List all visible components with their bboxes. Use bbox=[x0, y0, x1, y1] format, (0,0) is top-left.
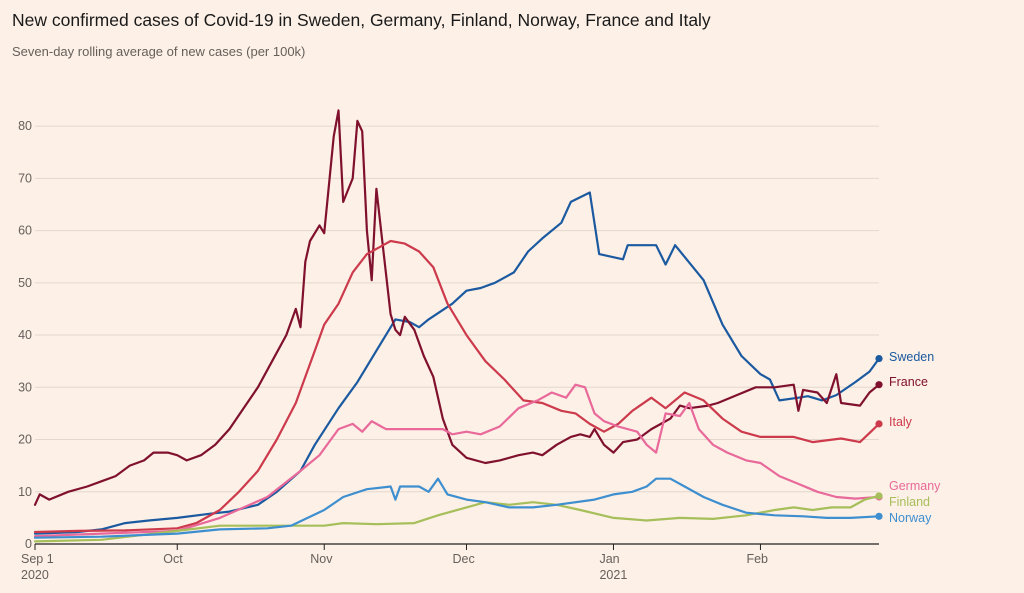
series-line-italy bbox=[33, 239, 881, 534]
series-endpoint-finland bbox=[875, 492, 883, 500]
x-tick-label: Oct bbox=[163, 552, 183, 566]
series-label-germany: Germany bbox=[889, 479, 941, 493]
y-tick-label: 50 bbox=[18, 276, 32, 290]
chart-title: New confirmed cases of Covid-19 in Swede… bbox=[12, 10, 711, 30]
y-tick-label: 60 bbox=[18, 224, 32, 238]
y-tick-label: 40 bbox=[18, 328, 32, 342]
series-label-sweden: Sweden bbox=[889, 350, 934, 364]
series-label-france: France bbox=[889, 375, 928, 389]
y-tick-label: 80 bbox=[18, 119, 32, 133]
series-labels: Sweden France Italy Germany Finland Norway bbox=[889, 350, 941, 525]
series-line-norway bbox=[33, 477, 881, 539]
x-tick-label: Sep 1 bbox=[21, 552, 54, 566]
series-line-finland bbox=[33, 494, 881, 543]
series-endpoint-france bbox=[875, 381, 883, 389]
series-label-italy: Italy bbox=[889, 415, 913, 429]
y-tick-label: 10 bbox=[18, 485, 32, 499]
x-tick-label: Jan bbox=[599, 552, 619, 566]
x-tick-label: Feb bbox=[746, 552, 768, 566]
x-tick-year-label: 2020 bbox=[21, 568, 49, 582]
series-label-finland: Finland bbox=[889, 495, 930, 509]
x-axis: Sep 1 2020 Oct Nov Dec Jan 2021 Feb bbox=[21, 544, 768, 582]
y-tick-label: 30 bbox=[18, 380, 32, 394]
series-endpoint-italy bbox=[875, 420, 883, 428]
x-tick-label: Nov bbox=[310, 552, 333, 566]
series-line-france bbox=[33, 109, 881, 506]
series-line-sweden bbox=[33, 191, 881, 535]
y-tick-label: 20 bbox=[18, 433, 32, 447]
series-endpoint-norway bbox=[875, 512, 883, 520]
y-tick-label: 0 bbox=[25, 537, 32, 551]
series-label-norway: Norway bbox=[889, 511, 932, 525]
series-endpoint-sweden bbox=[875, 354, 883, 363]
y-tick-label: 70 bbox=[18, 171, 32, 185]
series-lines bbox=[33, 109, 883, 543]
chart-subtitle: Seven-day rolling average of new cases (… bbox=[12, 44, 306, 59]
x-tick-label: Dec bbox=[452, 552, 474, 566]
y-axis: 0 10 20 30 40 50 60 70 80 bbox=[18, 119, 32, 551]
x-tick-year-label: 2021 bbox=[599, 568, 627, 582]
gridlines bbox=[35, 125, 879, 545]
series-line-germany bbox=[33, 383, 881, 538]
